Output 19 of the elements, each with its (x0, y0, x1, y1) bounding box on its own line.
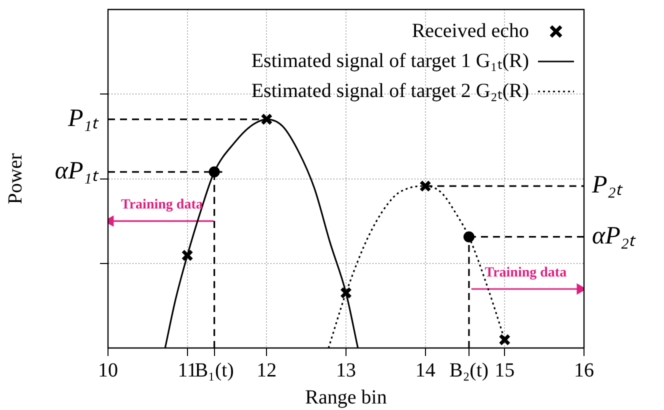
x-tick-label: 14 (415, 359, 436, 382)
x-tick-label: B₁(t) (194, 359, 234, 382)
legend-label: Estimated signal of target 2 G₂ₜ(R) (251, 80, 529, 102)
x-tick-label: B₂(t) (449, 359, 489, 382)
legend-label: Estimated signal of target 1 G₁ₜ(R) (251, 50, 529, 72)
x-tick-label: 15 (494, 359, 515, 382)
annotation: Training data (484, 266, 567, 281)
text: αP₁ₜ (54, 157, 99, 184)
x-tick-label: 11 (178, 359, 197, 382)
legend-label: Received echo (412, 20, 529, 42)
text: P₂ₜ (591, 172, 623, 199)
x-tick-label: 13 (336, 359, 356, 382)
text: P₁ₜ (67, 104, 99, 132)
x-axis-title: Range bin (305, 386, 387, 408)
x-tick-label: 12 (256, 359, 277, 382)
text: αP₂ₜ (592, 222, 636, 250)
x-tick-label: 10 (98, 359, 118, 382)
x-tick-label: 16 (574, 359, 594, 382)
y-axis-title: Power (4, 152, 26, 204)
